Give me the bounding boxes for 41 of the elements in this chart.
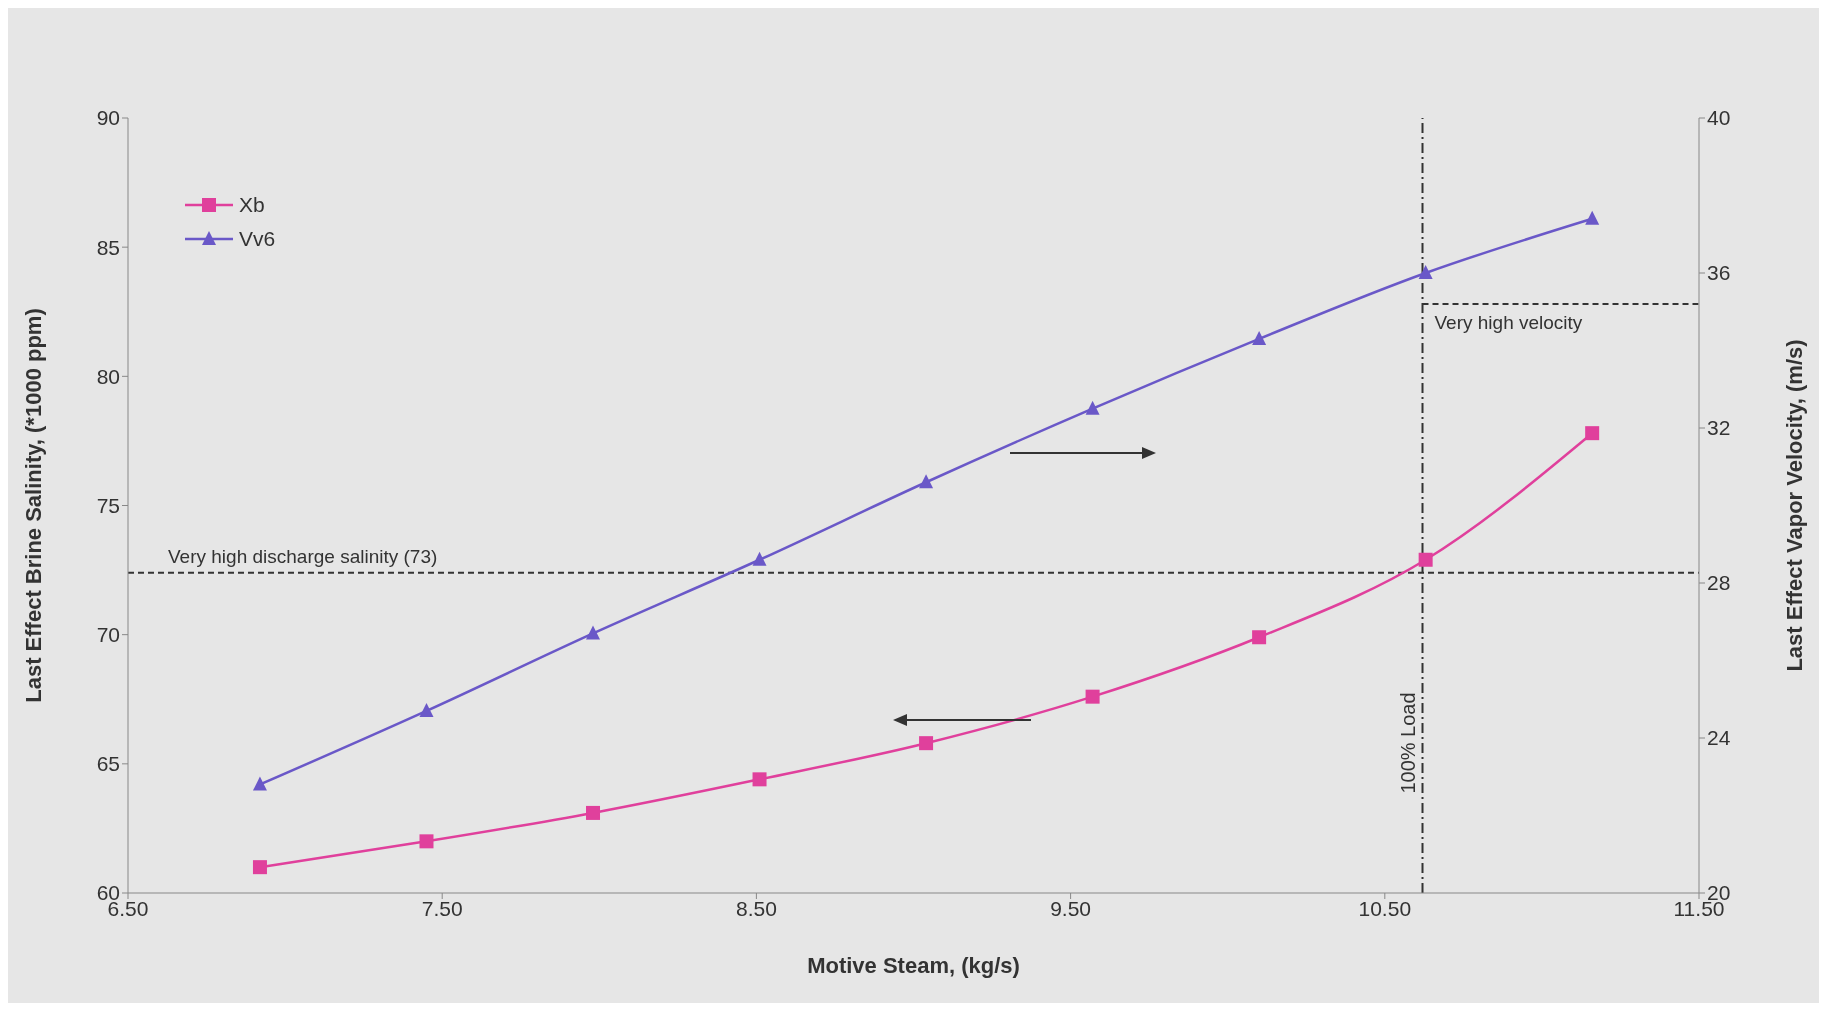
ref-line-label: Very high velocity (1434, 312, 1583, 334)
point (1418, 265, 1433, 279)
point (252, 860, 267, 875)
point (752, 772, 767, 787)
legend-label: Xb (239, 193, 265, 217)
point (1252, 630, 1267, 645)
point (1418, 552, 1433, 567)
y2-tick-label: 36 (1707, 261, 1731, 285)
point (1085, 689, 1100, 704)
y-tick-label: 75 (96, 493, 120, 517)
y2-tick-label: 40 (1707, 106, 1731, 130)
x-tick-label: 9.50 (1050, 896, 1092, 920)
y2-tick-label: 24 (1707, 726, 1731, 750)
y-tick-label: 90 (96, 106, 120, 130)
y-tick-label: 80 (96, 364, 120, 388)
x-axis-title: Motive Steam, (kg/s) (807, 953, 1020, 978)
point (586, 625, 601, 640)
x-tick-label: 7.50 (421, 896, 463, 920)
y-tick-label: 65 (96, 752, 120, 776)
legend-label: Vv6 (239, 227, 276, 251)
y-tick-label: 70 (96, 623, 120, 647)
y2-axis-title: Last Effect Vapor Velocity, (m/s) (1781, 339, 1807, 672)
point (1252, 330, 1267, 345)
point (919, 474, 934, 489)
x-tick-label: 8.50 (735, 896, 777, 920)
point (419, 702, 434, 717)
point (752, 551, 767, 566)
point (586, 805, 601, 820)
y2-tick-label: 32 (1707, 416, 1731, 440)
y-axis-title: Last Effect Brine Salinity, (*1000 ppm) (20, 308, 46, 703)
point (1585, 426, 1600, 441)
y-tick-label: 85 (96, 235, 120, 259)
point (419, 834, 434, 849)
x-tick-label: 10.50 (1358, 896, 1412, 920)
point (1585, 210, 1600, 225)
point (1085, 400, 1100, 415)
point (919, 736, 934, 751)
ref-line-label: Very high discharge salinity (73) (168, 545, 438, 567)
ref-line-label: 100% Load (1396, 692, 1419, 794)
y2-tick-label: 28 (1707, 571, 1731, 595)
point (252, 776, 267, 791)
